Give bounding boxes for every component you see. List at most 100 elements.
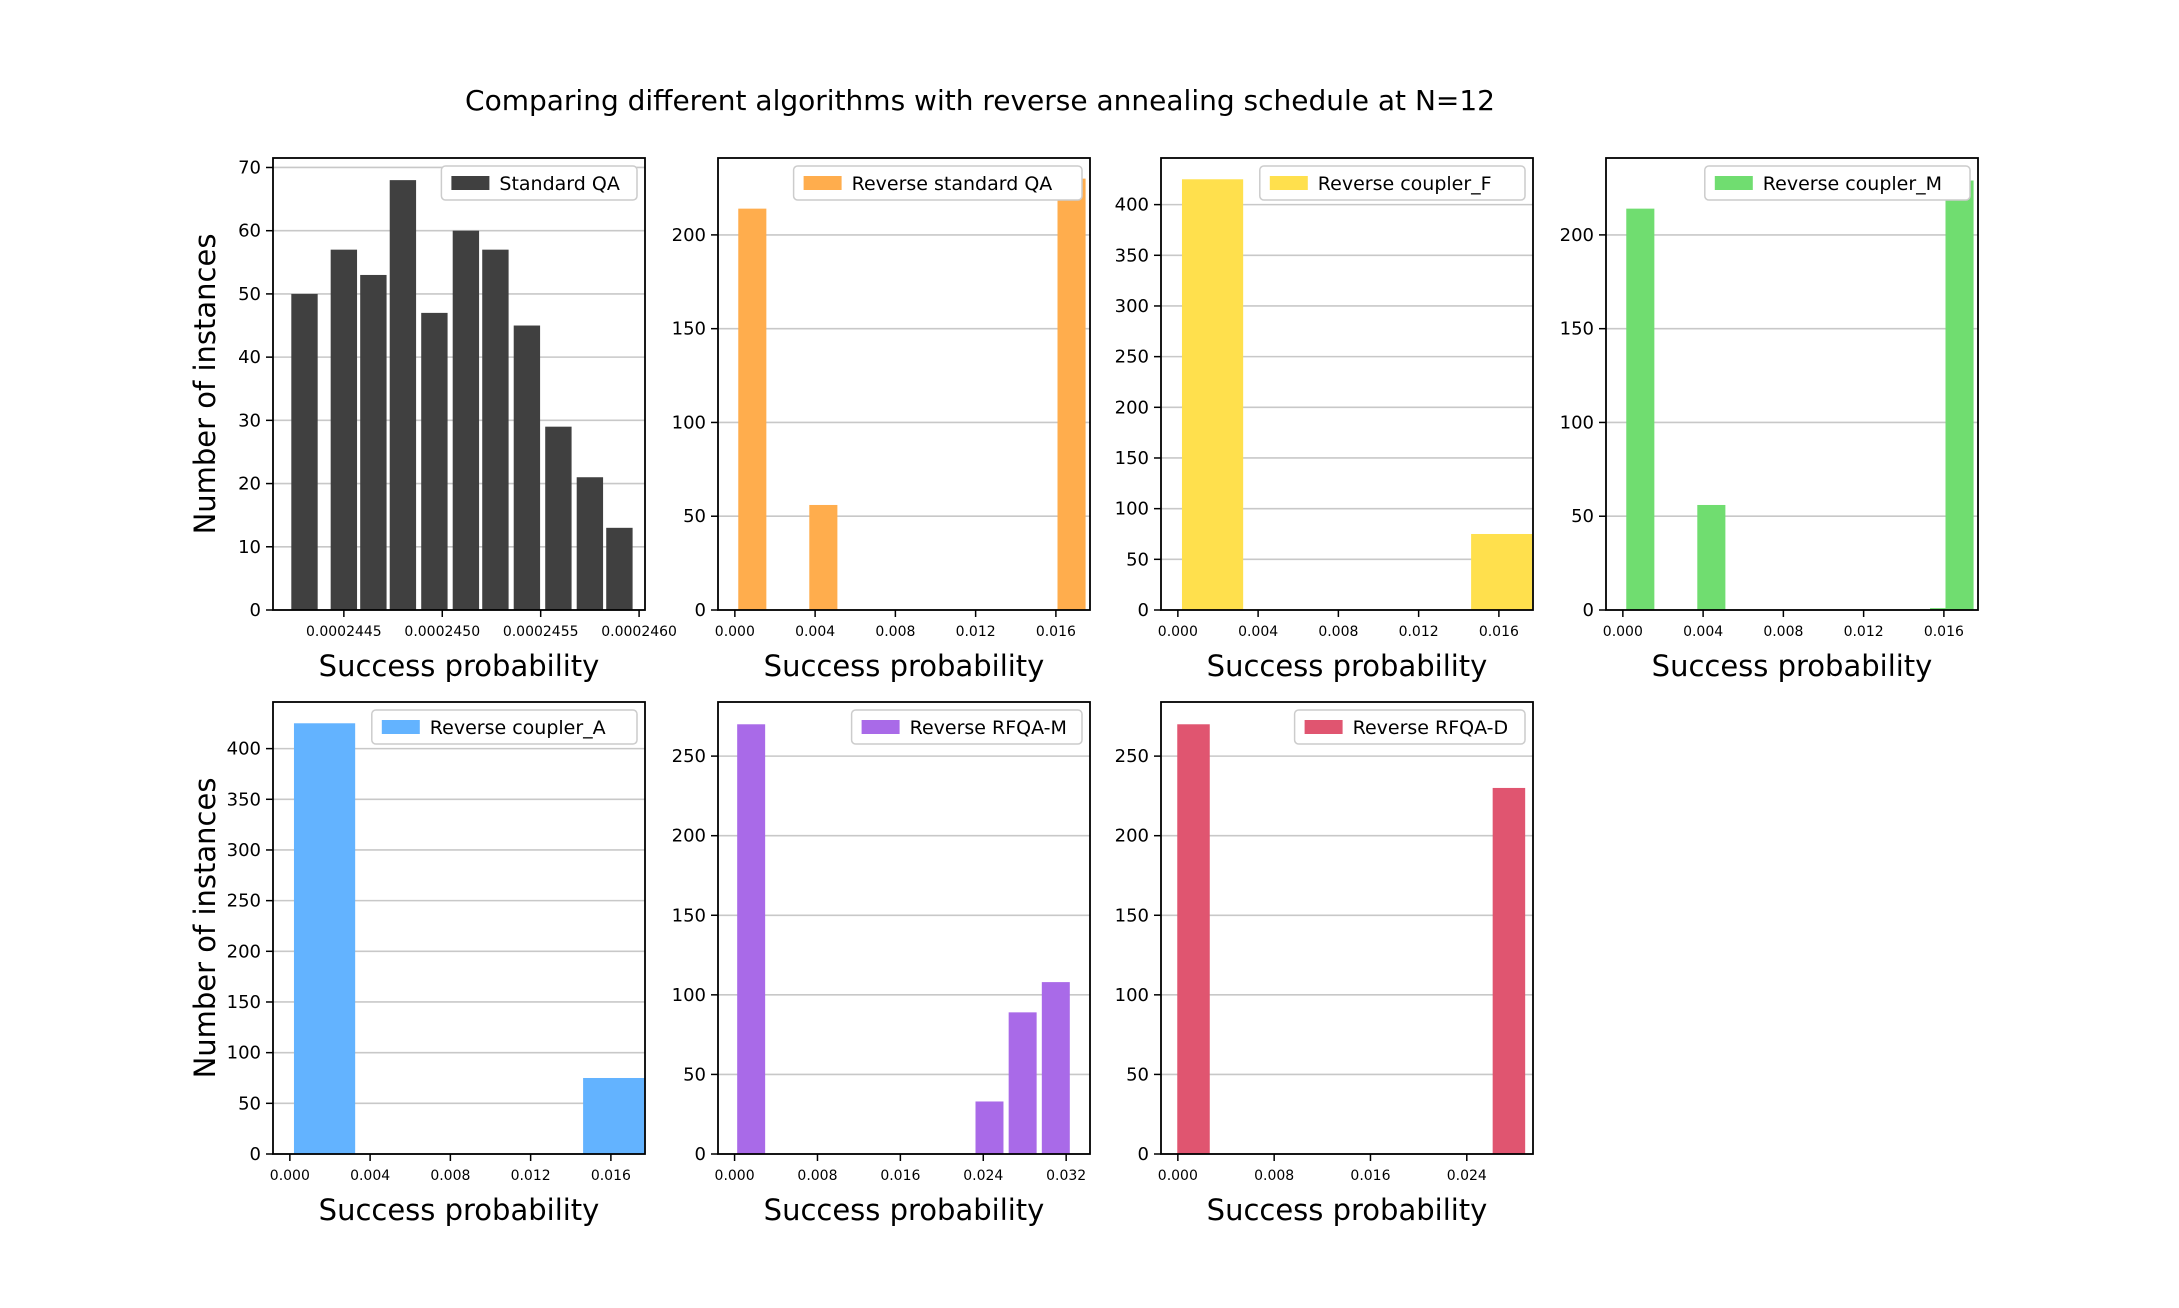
x-tick-label: 0.008	[1763, 624, 1803, 640]
x-tick-label: 0.012	[511, 1168, 551, 1184]
bar	[576, 477, 604, 610]
x-axis-label: Success probability	[764, 1193, 1045, 1227]
legend-label: Reverse coupler_A	[430, 717, 606, 739]
y-tick-label: 300	[1115, 296, 1149, 317]
y-tick-label: 200	[1560, 225, 1594, 246]
bar	[291, 293, 318, 610]
x-tick-label: 0.032	[1046, 1168, 1086, 1184]
y-tick-label: 100	[672, 985, 706, 1006]
y-tick-label: 200	[672, 826, 706, 847]
legend-swatch	[803, 176, 842, 190]
legend-label: Reverse standard QA	[852, 173, 1053, 195]
bar	[1492, 787, 1526, 1154]
x-tick-label: 0.000	[1158, 1168, 1198, 1184]
y-tick-label: 200	[672, 225, 706, 246]
y-tick-label: 150	[672, 905, 706, 926]
bar	[421, 312, 448, 610]
x-tick-label: 0.008	[875, 624, 915, 640]
figure-title: Comparing different algorithms with reve…	[465, 84, 1495, 117]
y-tick-label: 0	[1138, 1144, 1149, 1165]
bar	[809, 504, 838, 610]
plot-frame	[272, 157, 646, 611]
bar	[330, 249, 358, 610]
y-tick-label: 200	[227, 941, 261, 962]
bar	[737, 724, 766, 1154]
x-tick-label: 0.016	[1479, 624, 1519, 640]
plot-frame	[717, 157, 1091, 611]
x-tick-label: 0.000	[1158, 624, 1198, 640]
x-tick-label: 0.000	[715, 624, 755, 640]
x-axis-label: Success probability	[319, 649, 600, 683]
y-tick-label: 100	[1115, 499, 1149, 520]
y-tick-label: 50	[1126, 549, 1149, 570]
x-tick-label: 0.016	[1036, 624, 1076, 640]
x-tick-label: 0.008	[1254, 1168, 1294, 1184]
y-tick-label: 10	[238, 537, 261, 558]
y-tick-label: 400	[227, 739, 261, 760]
legend-label: Reverse coupler_F	[1318, 173, 1492, 195]
bar	[293, 723, 356, 1154]
bar	[606, 527, 633, 610]
x-axis-label: Success probability	[319, 1193, 600, 1227]
x-tick-label: 0.008	[1318, 624, 1358, 640]
bar	[1057, 178, 1086, 610]
chart-panel-7: 0 50 100 150 200 250 0.000 0.008 0.016 0.024 Succe…	[1115, 701, 1534, 1227]
bar	[1930, 608, 1959, 610]
y-tick-label: 100	[1560, 412, 1594, 433]
legend-swatch	[1269, 176, 1308, 190]
y-tick-label: 70	[238, 157, 261, 178]
legend-box	[792, 165, 1083, 201]
bar	[1697, 504, 1726, 610]
x-tick-label: 0.016	[1924, 624, 1964, 640]
bar	[1181, 179, 1244, 610]
legend-swatch	[861, 720, 900, 734]
x-tick-label: 0.012	[956, 624, 996, 640]
x-axis-label: Success probability	[1207, 649, 1488, 683]
x-tick-label: 0.0002460	[601, 624, 677, 640]
y-tick-label: 0	[695, 1144, 706, 1165]
x-tick-label: 0.016	[1350, 1168, 1390, 1184]
y-tick-label: 150	[1115, 448, 1149, 469]
y-tick-label: 100	[672, 412, 706, 433]
y-tick-label: 0	[695, 600, 706, 621]
plot-frame	[272, 701, 646, 1155]
bar	[975, 1101, 1004, 1154]
x-tick-label: 0.004	[1683, 624, 1723, 640]
x-tick-label: 0.000	[270, 1168, 310, 1184]
y-tick-label: 30	[238, 410, 261, 431]
y-tick-label: 0	[250, 1144, 261, 1165]
x-tick-label: 0.004	[1238, 624, 1278, 640]
bar	[1177, 724, 1210, 1154]
x-tick-label: 0.0002450	[404, 624, 480, 640]
y-tick-label: 50	[1571, 506, 1594, 527]
y-tick-label: 50	[238, 284, 261, 305]
y-axis-label: Number of instances	[188, 234, 222, 535]
plot-frame	[1160, 157, 1534, 611]
legend-swatch	[381, 720, 420, 734]
y-tick-label: 250	[1115, 347, 1149, 368]
y-tick-label: 250	[1115, 746, 1149, 767]
x-tick-label: 0.024	[1447, 1168, 1487, 1184]
legend-box	[1259, 165, 1526, 201]
x-tick-label: 0.012	[1399, 624, 1439, 640]
legend-label: Reverse RFQA-D	[1353, 717, 1509, 739]
x-tick-label: 0.004	[350, 1168, 390, 1184]
legend-box	[440, 165, 638, 201]
x-tick-label: 0.000	[1603, 624, 1643, 640]
y-tick-label: 150	[1115, 905, 1149, 926]
legend-box	[1293, 709, 1526, 745]
bar	[389, 180, 417, 611]
x-axis-label: Success probability	[1207, 1193, 1488, 1227]
y-tick-label: 50	[683, 506, 706, 527]
legend-label: Reverse RFQA-M	[910, 717, 1067, 739]
y-tick-label: 300	[227, 840, 261, 861]
y-tick-label: 0	[1138, 600, 1149, 621]
y-tick-label: 200	[1115, 826, 1149, 847]
bar	[513, 325, 541, 610]
y-tick-label: 150	[227, 992, 261, 1013]
chart-panel-6: 0 50 100 150 200 250 0.000 0.008 0.016 0.024 0.032…	[672, 701, 1091, 1227]
bar	[452, 230, 480, 611]
bar	[738, 208, 767, 610]
plot-frame	[1605, 157, 1979, 611]
y-tick-label: 250	[227, 891, 261, 912]
